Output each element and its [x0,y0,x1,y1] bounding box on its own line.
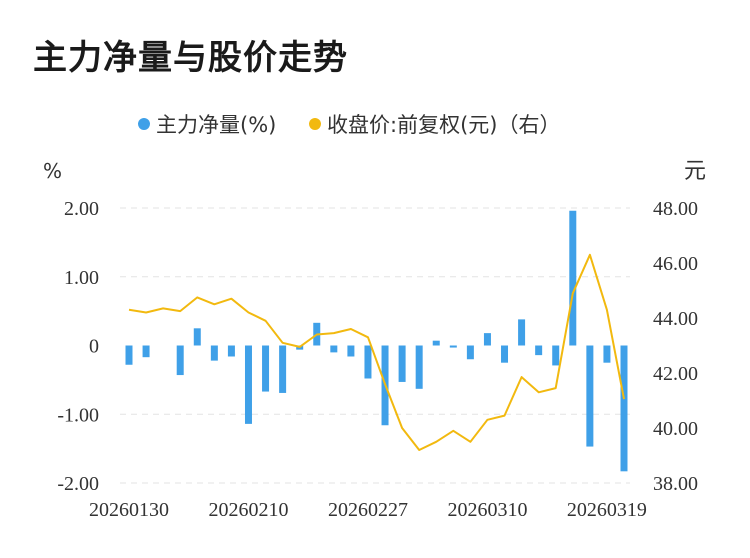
x-axis-ticks: 20260130 20260210 20260227 20260310 20260319 [89,499,647,521]
bar [586,345,594,447]
bar [347,345,355,357]
bar [569,210,577,346]
bar [466,345,474,360]
x-tick-label: 20260130 [89,499,169,521]
bar [415,345,423,389]
left-tick-label: 0 [89,336,99,358]
bar [330,345,338,353]
bar [364,345,372,379]
left-tick-label: -1.00 [57,404,99,426]
bar [449,345,457,348]
chart-title: 主力净量与股价走势 [33,38,348,78]
right-tick-label: 48.00 [653,198,698,220]
legend-bar-marker [138,118,150,130]
legend: 主力净量(%) 收盘价:前复权(元)（右） [138,113,560,137]
bar [176,345,184,376]
bar [603,345,611,363]
x-tick-label: 20260210 [208,499,288,521]
bar [620,345,628,472]
bar [552,345,560,366]
right-axis-unit: 元 [684,159,706,184]
right-tick-label: 42.00 [653,363,698,385]
bar [483,333,491,346]
x-tick-label: 20260310 [447,499,527,521]
line-series [128,253,625,451]
right-tick-label: 40.00 [653,418,698,440]
bar [142,345,150,358]
x-tick-label: 20260319 [567,499,647,521]
right-tick-label: 38.00 [653,473,698,495]
bar [244,345,252,424]
gridlines [120,207,630,484]
bar [279,345,287,393]
bar [518,319,526,346]
right-tick-label: 46.00 [653,253,698,275]
bar [210,345,218,361]
right-axis-ticks: 48.00 46.00 44.00 42.00 40.00 38.00 [653,198,698,495]
bar [262,345,270,392]
bar-series [125,210,628,472]
right-tick-label: 44.00 [653,308,698,330]
legend-bar-label: 主力净量(%) [156,113,276,137]
left-tick-label: 2.00 [64,198,99,220]
bar [193,328,201,346]
legend-line-marker [309,118,321,130]
close-price-line [128,253,625,451]
left-axis-ticks: 2.00 1.00 0 -1.00 -2.00 [57,198,99,495]
bar [398,345,406,382]
left-tick-label: 1.00 [64,267,99,289]
legend-line-label: 收盘价:前复权(元)（右） [327,113,560,137]
left-axis-unit: % [43,159,62,183]
x-tick-label: 20260227 [328,499,408,521]
bar [501,345,509,363]
bar [432,340,440,346]
bar [535,345,543,356]
bar [125,345,133,365]
bar [227,345,235,357]
left-tick-label: -2.00 [57,473,99,495]
